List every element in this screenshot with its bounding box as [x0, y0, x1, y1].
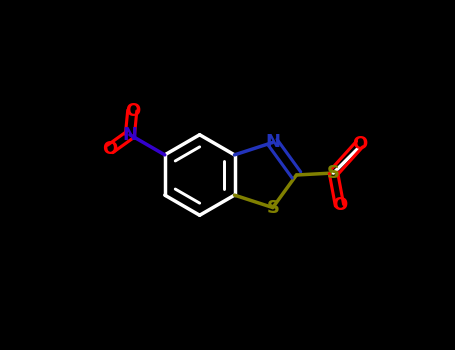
Text: N: N [122, 126, 137, 144]
Text: S: S [266, 198, 279, 217]
Text: O: O [125, 102, 140, 120]
Text: O: O [332, 196, 347, 214]
Text: O: O [102, 140, 118, 158]
Text: O: O [352, 135, 367, 153]
Text: N: N [265, 133, 280, 152]
Text: S: S [327, 164, 340, 182]
